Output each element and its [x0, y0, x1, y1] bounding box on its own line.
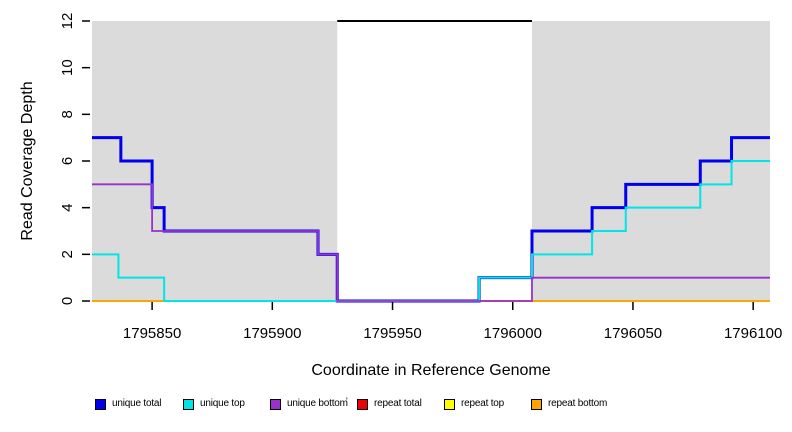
legend-item-repeat-total: repeat total: [357, 397, 422, 411]
y-tick-label: 8: [59, 110, 76, 118]
x-tick-label: 1795850: [123, 325, 181, 342]
legend-item-unique-total: unique total: [95, 397, 162, 411]
y-tick-label: 6: [59, 157, 76, 165]
y-tick-label: 2: [59, 250, 76, 258]
legend-label: unique top: [200, 398, 245, 409]
legend-label: unique total: [112, 398, 162, 409]
legend-item-repeat-top: repeat top: [444, 397, 504, 411]
legend-swatch: [95, 398, 106, 410]
y-tick-label: 0: [59, 297, 76, 305]
legend-label: unique bottom: [287, 398, 348, 409]
x-tick-label: 1796050: [604, 325, 662, 342]
legend-swatch: [357, 398, 368, 410]
x-axis: 1795850 1795900 1795950 1796000 1796050 17961…: [123, 302, 782, 342]
x-tick-label: 1795900: [243, 325, 301, 342]
y-tick-label: 4: [59, 203, 76, 211]
legend-swatch: [444, 398, 455, 410]
y-tick-label: 12: [59, 13, 76, 30]
legend-label: repeat total: [374, 398, 422, 409]
series-lines: [92, 136, 770, 303]
y-axis: 0 2 4 6 8 10 12: [59, 13, 90, 305]
legend-label: repeat top: [461, 398, 505, 409]
x-tick-label: 1796000: [484, 325, 542, 342]
y-tick-label: 10: [59, 59, 76, 76]
legend-item-repeat-bottom: repeat bottom: [531, 397, 607, 411]
coverage-plot: 1795850 1795900 1795950 1796000 1796050 17961…: [19, 13, 782, 379]
series-unique-top: [92, 160, 770, 302]
legend-swatch: [183, 398, 194, 410]
stray-mark: ': [346, 396, 348, 406]
x-tick-label: 1795950: [363, 325, 421, 342]
shaded-regions: [92, 21, 770, 301]
x-tick-label: 1796100: [724, 325, 782, 342]
legend-item-unique-bottom: unique bottom: [270, 397, 348, 411]
legend-label: repeat bottom: [548, 398, 608, 409]
series-unique-bottom: [92, 183, 770, 302]
y-axis-label: Read Coverage Depth: [19, 81, 36, 240]
legend-swatch: [531, 398, 542, 410]
legend-swatch: [270, 398, 281, 410]
legend-item-unique-top: unique top: [183, 397, 245, 411]
x-axis-label: Coordinate in Reference Genome: [311, 362, 550, 379]
